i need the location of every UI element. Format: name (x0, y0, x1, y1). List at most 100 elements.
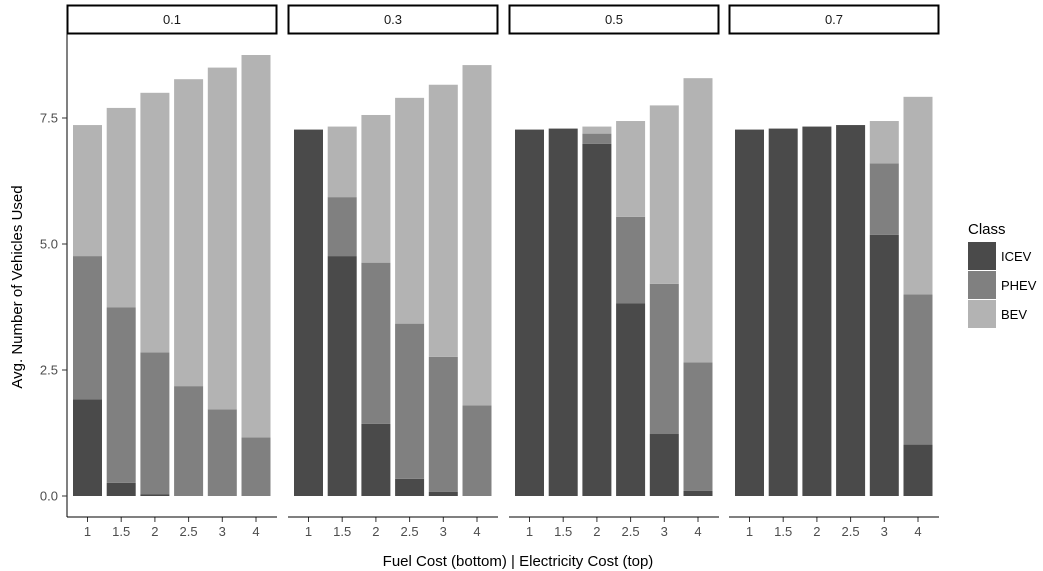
bar-segment-phev (869, 163, 899, 235)
y-tick-label: 0.0 (40, 489, 58, 504)
bar-segment-icev (106, 482, 136, 496)
facet-panel: 0.5 1 1.5 2 2.5 3 4 (508, 4, 720, 539)
legend-swatch-icev (968, 242, 996, 270)
bar-segment-icev (294, 129, 323, 497)
bar-segment-icev (140, 494, 170, 496)
facet-strip (287, 4, 499, 35)
x-tick-label: 2.5 (180, 524, 198, 539)
bar-segment-bev (683, 78, 713, 363)
bar-segment-phev (395, 323, 425, 479)
bar-segment-bev (616, 121, 646, 217)
bar-segment-icev (515, 129, 544, 497)
x-tick-label: 4 (252, 524, 259, 539)
bar-segment-icev (768, 128, 798, 497)
bar-segment-bev (462, 65, 492, 406)
facet-panel: 0.1 1 1.5 2 2.5 3 4 (66, 4, 278, 539)
bar-segment-icev (649, 434, 679, 496)
bar-segment-icev (869, 234, 899, 497)
x-tick-label: 4 (473, 524, 480, 539)
bar-segment-phev (207, 409, 237, 496)
facet-label: 0.5 (605, 12, 623, 27)
x-axis-title: Fuel Cost (bottom) | Electricity Cost (t… (383, 553, 654, 570)
bar-segment-phev (903, 294, 933, 445)
y-axis: 0.0 2.5 5.0 7.5 (40, 34, 68, 517)
facet-strip (728, 4, 940, 35)
x-tick-label: 1.5 (774, 524, 792, 539)
legend-swatch-bev (968, 300, 996, 328)
x-tick-label: 1 (746, 524, 753, 539)
x-tick-label: 1 (84, 524, 91, 539)
x-tick-label: 1.5 (333, 524, 351, 539)
x-tick-label: 2.5 (622, 524, 640, 539)
bar-segment-bev (649, 105, 679, 284)
bar-segment-bev (327, 126, 357, 198)
bar-segment-phev (462, 405, 492, 496)
facet-label: 0.7 (825, 12, 843, 27)
x-tick-label: 4 (694, 524, 701, 539)
bar-segment-phev (616, 216, 646, 304)
facet-panel: 0.7 1 1.5 2 2.5 3 4 (728, 4, 940, 539)
bar-segment-icev (836, 125, 866, 496)
x-tick-label: 2 (372, 524, 379, 539)
bar-segment-icev (73, 399, 102, 496)
legend-label: ICEV (1001, 249, 1032, 264)
bar-segment-bev (106, 107, 136, 308)
bar-segment-icev (683, 490, 713, 496)
x-tick-label: 2.5 (842, 524, 860, 539)
bar-segment-bev (140, 92, 170, 353)
bar-segment-phev (649, 283, 679, 435)
bar-segment-icev (582, 143, 612, 497)
facet-strip (66, 4, 278, 35)
bar-segment-bev (207, 67, 237, 410)
bar-segment-bev (903, 96, 933, 295)
y-tick-label: 2.5 (40, 363, 58, 378)
bar-segment-phev (241, 437, 271, 496)
bar-segment-phev (361, 262, 391, 424)
bar-segment-bev (395, 97, 425, 324)
facet-panel: 0.3 1 1.5 2 2.5 3 4 (287, 4, 499, 539)
facet-label: 0.3 (384, 12, 402, 27)
bar-segment-bev (582, 126, 612, 134)
bar-segment-icev (395, 478, 425, 496)
bar-segment-icev (361, 423, 391, 496)
bar-segment-phev (106, 307, 136, 483)
y-tick-label: 7.5 (40, 111, 58, 126)
x-tick-label: 2.5 (401, 524, 419, 539)
x-tick-label: 3 (661, 524, 668, 539)
legend: Class ICEV PHEV BEV (968, 221, 1037, 328)
bar-segment-bev (869, 121, 899, 164)
bar-segment-icev (616, 303, 646, 496)
bar-segment-bev (73, 125, 102, 257)
x-tick-label: 2 (151, 524, 158, 539)
x-tick-label: 1 (526, 524, 533, 539)
x-tick-label: 1 (305, 524, 312, 539)
x-tick-label: 1.5 (554, 524, 572, 539)
bar-segment-icev (802, 126, 832, 497)
facet-panels: 0.11 1.5 2 2.5 3 40.31 1.5 2 2.5 3 40.51 1.5 2 2.5 3 40… (66, 4, 940, 539)
x-tick-label: 3 (219, 524, 226, 539)
bar-segment-icev (903, 444, 933, 496)
bar-segment-phev (174, 386, 204, 496)
bar-segment-phev (683, 362, 713, 491)
facet-label: 0.1 (163, 12, 181, 27)
bar-segment-icev (735, 129, 764, 497)
x-tick-label: 3 (881, 524, 888, 539)
legend-swatch-phev (968, 271, 996, 299)
bar-segment-icev (428, 491, 458, 496)
bar-segment-icev (327, 256, 357, 496)
bar-segment-bev (241, 55, 271, 438)
x-tick-label: 4 (914, 524, 921, 539)
bar-segment-phev (428, 356, 458, 492)
y-axis-title: Avg. Number of Vehicles Used (9, 185, 26, 388)
y-tick-label: 5.0 (40, 237, 58, 252)
bar-segment-phev (327, 197, 357, 257)
facet-strip (508, 4, 720, 35)
x-tick-label: 2 (593, 524, 600, 539)
legend-title: Class (968, 221, 1006, 238)
x-tick-label: 3 (440, 524, 447, 539)
x-tick-label: 2 (813, 524, 820, 539)
bar-segment-phev (73, 256, 102, 400)
bar-segment-bev (174, 79, 204, 387)
bar-segment-bev (361, 114, 391, 263)
